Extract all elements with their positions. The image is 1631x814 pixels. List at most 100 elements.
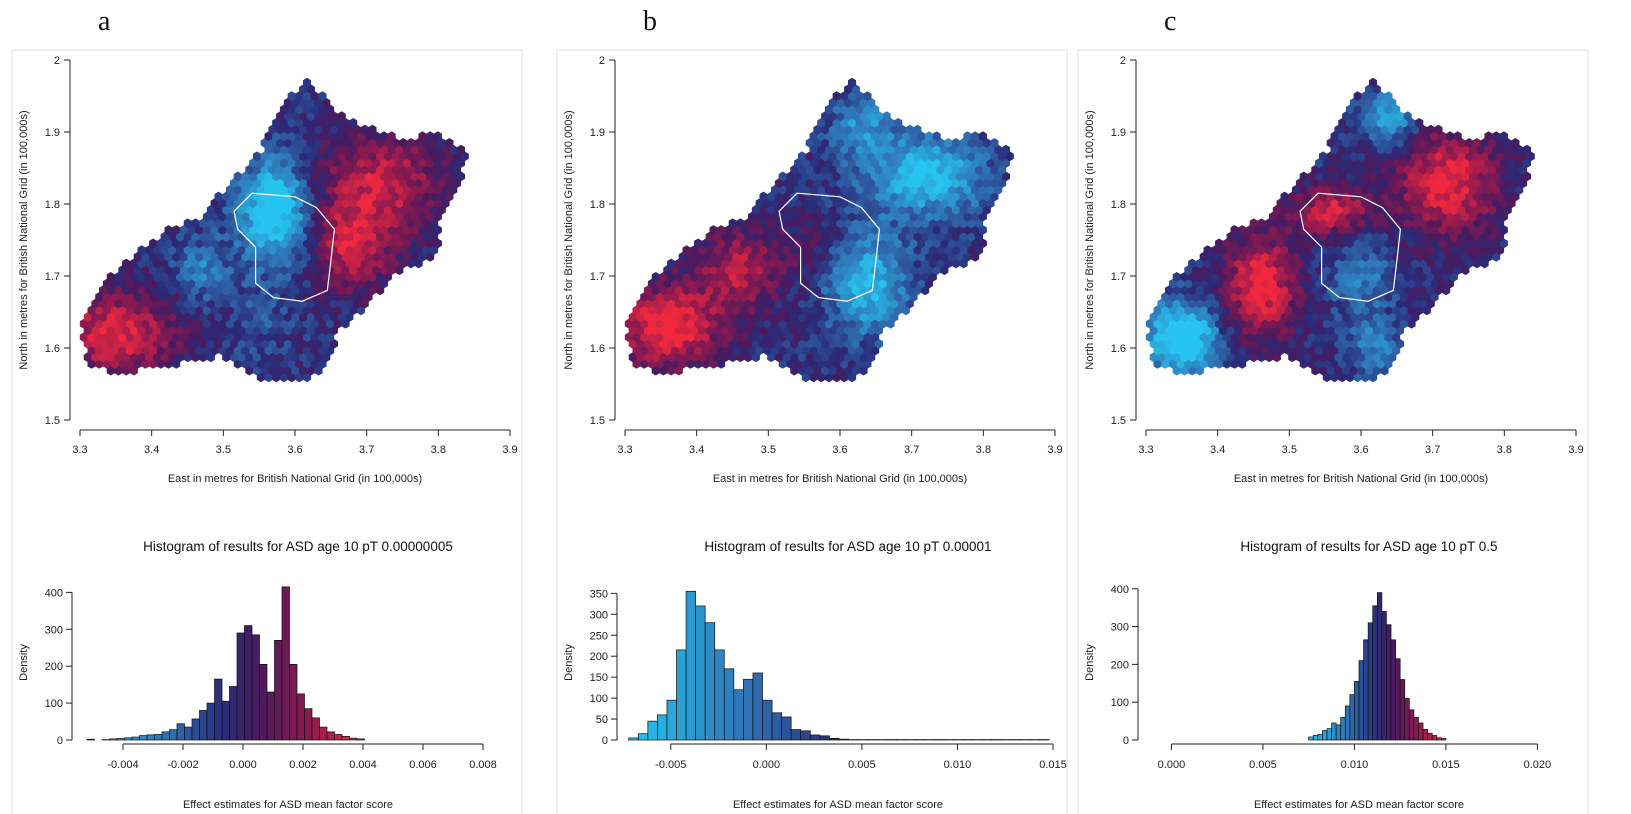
map-hex-cell xyxy=(310,184,319,195)
map-hex-cell xyxy=(724,292,733,302)
map-x-tick-label: 3.5 xyxy=(761,444,776,456)
map-hex-cell xyxy=(1353,265,1362,276)
map-hex-cell xyxy=(763,198,772,209)
map-hex-cell xyxy=(905,205,914,215)
map-hex-cell xyxy=(925,131,933,142)
map-hex-cell xyxy=(310,104,319,115)
map-hex-cell xyxy=(890,178,899,188)
map-hex-cell xyxy=(306,138,315,148)
map-hex-cell xyxy=(1184,318,1193,329)
map-hex-cell xyxy=(1307,278,1316,289)
map-hex-cell xyxy=(337,285,346,296)
map-hex-cell xyxy=(1376,144,1385,155)
map-hex-cell xyxy=(686,265,695,276)
map-hex-cell xyxy=(218,225,227,235)
map-hex-cell xyxy=(303,251,312,262)
map-hex-cell xyxy=(295,171,304,182)
map-hex-cell xyxy=(663,318,672,329)
map-hex-cell xyxy=(701,318,710,329)
map-hex-cell xyxy=(882,231,891,242)
map-hex-cell xyxy=(1299,278,1308,289)
map-hex-cell xyxy=(391,218,400,229)
map-hex-cell xyxy=(1384,318,1393,329)
map-hex-cell xyxy=(376,178,385,188)
map-hex-cell xyxy=(1161,305,1170,316)
map-hex-cell xyxy=(898,218,907,229)
map-hex-cell xyxy=(1426,191,1435,202)
map-hex-cell xyxy=(360,191,369,202)
map-hex-cell xyxy=(218,332,227,342)
map-hex-cell xyxy=(1215,359,1224,369)
map-hex-cell xyxy=(663,292,672,302)
map-y-axis-label: North in metres for British National Gri… xyxy=(18,110,30,369)
map-hex-cell xyxy=(1345,359,1354,369)
map-hex-cell xyxy=(341,318,350,329)
map-hex-cell xyxy=(1265,245,1274,255)
map-hex-cell xyxy=(1372,352,1381,363)
map-hex-cell xyxy=(1326,272,1335,282)
map-hex-cell xyxy=(732,238,741,249)
map-hex-cell xyxy=(925,158,933,168)
map-hex-cell xyxy=(967,205,976,215)
map-hex-cell xyxy=(1457,205,1466,215)
map-hex-cell xyxy=(732,225,741,235)
map-hex-cell xyxy=(659,272,668,282)
map-hex-cell xyxy=(1199,345,1208,356)
histogram-bar xyxy=(139,735,148,741)
map-hex-cell xyxy=(863,318,872,329)
map-hex-cell xyxy=(894,225,903,235)
map-hex-cell xyxy=(1265,298,1274,309)
map-hex-cell xyxy=(1411,231,1420,242)
map-hex-cell xyxy=(786,359,795,369)
map-hex-cell xyxy=(978,211,987,222)
map-hex-cell xyxy=(360,164,369,175)
map-hex-cell xyxy=(955,158,964,168)
map-hex-cell xyxy=(925,238,933,249)
map-hex-cell xyxy=(268,285,277,296)
map-hex-cell xyxy=(1215,332,1224,342)
map-hex-cell xyxy=(1361,118,1370,128)
map-hex-cell xyxy=(951,191,960,202)
map-hex-cell xyxy=(1469,251,1478,262)
map-hex-cell xyxy=(728,285,737,296)
map-hex-cell xyxy=(1165,325,1174,336)
map-hex-cell xyxy=(1380,312,1389,322)
map-hex-cell xyxy=(1319,218,1328,229)
map-hex-cell xyxy=(229,231,238,242)
map-hex-cell xyxy=(387,131,396,142)
map-hex-cell xyxy=(1272,272,1281,282)
map-hex-cell xyxy=(851,365,860,376)
map-hex-cell xyxy=(1322,359,1331,369)
map-hex-cell xyxy=(832,238,841,249)
map-hex-cell xyxy=(817,332,826,342)
map-hex-cell xyxy=(813,151,822,162)
map-hex-cell xyxy=(1407,238,1416,249)
map-hex-cell xyxy=(1353,91,1362,101)
map-hex-cell xyxy=(1361,305,1370,316)
map-hex-cell xyxy=(894,251,903,262)
map-hex-cell xyxy=(226,265,235,276)
map-hex-cell xyxy=(195,318,204,329)
map-hex-cell xyxy=(697,338,706,349)
map-hex-cell xyxy=(1507,144,1516,155)
map-hex-cell xyxy=(299,352,308,363)
map-hex-cell xyxy=(329,124,338,135)
map-hex-cell xyxy=(1449,164,1458,175)
map-hex-cell xyxy=(709,251,718,262)
histogram-bar xyxy=(657,714,668,741)
map-hex-cell xyxy=(794,184,803,195)
map-hex-cell xyxy=(705,312,714,322)
map-hex-cell xyxy=(1457,191,1466,202)
map-hex-cell xyxy=(744,325,753,336)
map-hex-cell xyxy=(1449,272,1458,282)
map-hex-cell xyxy=(91,352,100,363)
map-hex-cell xyxy=(782,258,791,269)
map-hex-cell xyxy=(1192,305,1201,316)
map-hex-cell xyxy=(894,305,903,316)
map-hex-cell xyxy=(1226,352,1235,363)
map-hex-cell xyxy=(1515,171,1524,182)
map-hex-cell xyxy=(813,285,822,296)
map-hex-cell xyxy=(1357,312,1366,322)
map-hex-cell xyxy=(690,325,699,336)
